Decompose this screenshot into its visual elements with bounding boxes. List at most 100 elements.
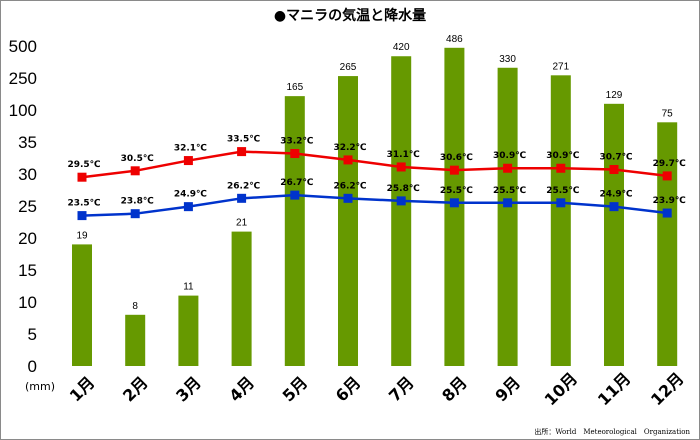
temperature-point [609,165,619,175]
temperature-point [556,163,566,173]
precipitation-bar [178,295,199,366]
temperature-label: 30.7℃ [599,153,632,163]
precipitation-bar [72,244,92,366]
temperature-label: 29.5℃ [67,160,100,170]
precipitation-bar-label: 265 [340,62,357,73]
precipitation-bar [125,314,146,366]
x-axis-ticks: 1月 2月 3月 4月 5月 6月 7月 8月 9月 10月 11月 12月 [66,369,688,410]
x-tick-label: 9月 [491,373,524,406]
temperature-point [396,196,406,206]
precipitation-bar [657,122,678,366]
temperature-lines: 29.5℃ 30.5℃ 32.1℃ 33.5℃ 33.2℃ 32.2℃ 31.1℃ 30.6℃… [67,135,686,221]
temperature-label: 32.1℃ [174,144,207,154]
temperature-label: 30.9℃ [493,151,526,161]
temperature-label: 33.2℃ [280,137,313,147]
x-tick-label: 1月 [66,373,99,406]
temperature-label: 31.1℃ [387,150,420,160]
x-tick-label: 7月 [385,373,418,406]
y-tick-label: 500 [9,37,37,56]
y-axis-unit: (mm) [25,380,55,393]
temperature-label: 26.2℃ [333,181,366,191]
temperature-point [449,165,459,175]
temperature-label: 23.5℃ [67,199,100,209]
precipitation-bar-label: 19 [76,230,88,241]
temperature-point [609,202,619,212]
temperature-point [237,193,247,203]
precipitation-bars: 19 8 11 21 165 265 420 486 330 271 129 75 [72,34,678,367]
precipitation-bar [497,67,518,366]
precipitation-bar-label: 8 [132,301,138,312]
precipitation-bar-label: 330 [499,54,516,65]
y-tick-label: 10 [18,293,37,312]
temperature-point [343,193,353,203]
temperature-label: 25.5℃ [546,186,579,196]
precipitation-bar [338,76,358,366]
temperature-label: 25.5℃ [493,186,526,196]
y-tick-label: 35 [18,133,37,152]
x-tick-label: 3月 [172,373,205,406]
precipitation-bar-label: 11 [183,282,194,293]
chart-title: ●マニラの気温と降水量 [274,7,426,24]
y-tick-label: 15 [18,261,37,280]
y-tick-label: 0 [28,357,37,376]
x-tick-label: 4月 [225,373,258,406]
precipitation-bar [284,96,305,366]
temperature-point [183,156,193,166]
precipitation-bar-label: 75 [662,108,674,119]
temperature-point [130,209,140,219]
temperature-label: 24.9℃ [599,190,632,200]
precipitation-bar [231,231,252,366]
temperature-label: 33.5℃ [227,135,260,145]
precipitation-bar [391,56,412,367]
y-tick-label: 25 [18,197,37,216]
temperature-line [81,150,668,179]
y-tick-label: 250 [9,69,37,88]
y-tick-label: 100 [9,101,37,120]
temperature-label: 25.5℃ [440,186,473,196]
x-tick-label: 5月 [279,373,312,406]
precipitation-bar-label: 486 [446,34,463,45]
precipitation-bar-label: 165 [286,82,303,93]
precipitation-bar [550,75,571,366]
temperature-point [556,198,566,208]
temperature-label: 30.9℃ [546,151,579,161]
temperature-label: 24.9℃ [174,190,207,200]
precipitation-bar-label: 271 [552,61,569,72]
temperature-point [503,163,513,173]
temperature-point [662,208,672,218]
temperature-point [290,149,300,159]
temperature-label: 23.8℃ [121,197,154,207]
precipitation-bar [604,103,624,367]
precipitation-bar-label: 129 [606,90,623,101]
temperature-label: 26.7℃ [280,178,313,188]
x-tick-label: 2月 [119,373,152,406]
temperature-label: 25.8℃ [387,184,420,194]
temperature-point [290,190,300,200]
temperature-point [77,172,87,182]
precipitation-bar-label: 21 [236,218,248,229]
temperature-point [183,202,193,212]
temperature-point [503,198,513,208]
temperature-label: 23.9℃ [653,196,686,206]
temperature-point [77,211,87,221]
x-tick-label: 12月 [647,369,688,410]
y-axis-ticks: 0 5 10 15 20 25 30 35 100 250 500 [9,37,37,376]
temperature-line [81,193,668,217]
temperature-label: 32.2℃ [333,143,366,153]
x-tick-label: 8月 [438,373,471,406]
x-tick-label: 11月 [594,369,635,410]
source-credit: 出所：World Meteorological Organization [534,427,690,436]
precipitation-bar-label: 420 [393,42,410,53]
y-tick-label: 20 [18,229,37,248]
y-tick-label: 30 [18,165,37,184]
y-tick-label: 5 [28,325,37,344]
temperature-label: 30.5℃ [121,154,154,164]
temperature-label: 26.2℃ [227,181,260,191]
x-tick-label: 10月 [541,369,582,410]
x-tick-label: 6月 [332,373,365,406]
temperature-label: 30.6℃ [440,153,473,163]
temperature-point [662,171,672,181]
temperature-point [449,198,459,208]
temperature-point [237,147,247,157]
